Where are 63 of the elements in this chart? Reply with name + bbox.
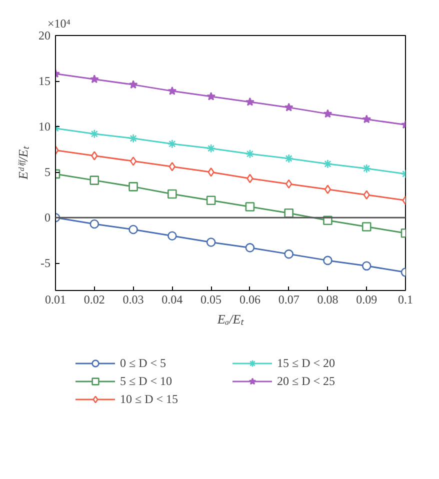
point [208, 167, 214, 177]
point [206, 238, 216, 247]
point [130, 156, 137, 166]
y-tick-label: 0 [44, 210, 50, 225]
y-axis-title: Eᵈⁱᶠᶠ/Eₜ [16, 145, 30, 181]
y-tick-label: 10 [38, 120, 50, 134]
point [168, 231, 177, 240]
point [286, 179, 292, 189]
y-tick-label: 5 [44, 165, 50, 180]
point [90, 129, 100, 139]
point [206, 196, 216, 205]
point [324, 184, 332, 194]
point [206, 144, 216, 154]
point [323, 256, 332, 266]
point [284, 249, 294, 259]
point [90, 176, 100, 185]
point [168, 139, 177, 149]
point [168, 162, 176, 172]
x-tick-label: 0.01 [45, 292, 66, 306]
legend-label: 10 ≤ D < 15 [120, 391, 180, 407]
point [168, 86, 177, 95]
point [323, 159, 332, 169]
point [246, 174, 254, 184]
point [90, 219, 100, 229]
point [363, 190, 370, 200]
point [90, 74, 99, 84]
point [245, 243, 255, 252]
x-axis-title: Eₐ/Eₜ [216, 312, 245, 326]
x-tick-label: 0.02 [84, 292, 105, 306]
x-tick-label: 0.09 [356, 292, 378, 306]
legend-label: 0 ≤ D < 5 [120, 355, 168, 371]
point [284, 154, 294, 164]
y-tick-label: -5 [40, 256, 51, 270]
point [128, 182, 138, 192]
x-tick-label: 0.04 [162, 292, 183, 306]
text: ×10⁴ [48, 16, 70, 30]
point [206, 92, 216, 100]
legend-label: 15 ≤ D < 20 [277, 355, 336, 371]
x-tick-label: 0.1 [398, 292, 413, 306]
point [362, 164, 372, 174]
point [284, 102, 294, 112]
point [128, 80, 138, 89]
x-tick-label: 0.03 [122, 292, 144, 306]
point [362, 114, 372, 124]
point [245, 97, 254, 106]
y-tick-label: 15 [38, 74, 50, 88]
point [128, 224, 138, 234]
x-tick-label: 0.06 [239, 292, 260, 306]
point [284, 208, 294, 218]
point [245, 149, 255, 159]
y-tick-label: 20 [38, 28, 50, 42]
point [91, 151, 98, 160]
point [168, 189, 177, 199]
point [362, 222, 372, 232]
point [245, 202, 255, 212]
legend-label: 20 ≤ D < 25 [277, 373, 336, 389]
legend-label: 5 ≤ D < 10 [120, 373, 174, 389]
point [128, 134, 138, 144]
x-tick-label: 0.05 [200, 292, 222, 306]
x-tick-label: 0.08 [317, 292, 338, 306]
point [362, 261, 372, 271]
x-tick-label: 0.07 [278, 292, 300, 306]
point [323, 109, 332, 118]
